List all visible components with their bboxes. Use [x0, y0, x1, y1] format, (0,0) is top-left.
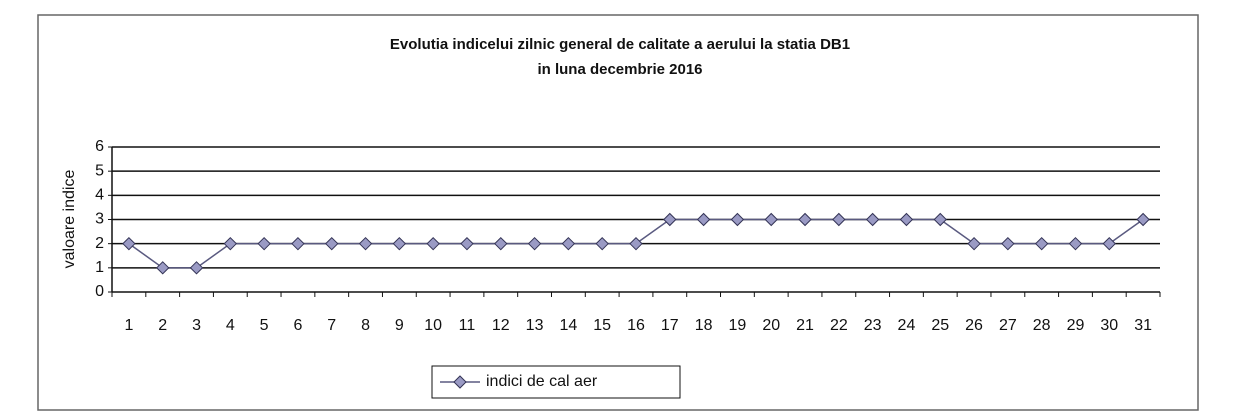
x-tick-label: 29 — [1067, 317, 1085, 334]
data-point — [967, 236, 981, 251]
data-point — [1136, 212, 1150, 227]
x-tick-label: 13 — [526, 317, 544, 334]
data-point — [494, 236, 508, 251]
x-tick-label: 30 — [1100, 317, 1118, 334]
x-tick-label: 5 — [260, 317, 269, 334]
x-tick-label: 14 — [559, 317, 577, 334]
data-point — [1102, 236, 1116, 251]
y-tick-label: 4 — [95, 187, 104, 204]
x-tick-label: 7 — [327, 317, 336, 334]
x-tick-label: 1 — [124, 317, 133, 334]
data-point — [426, 236, 440, 251]
x-tick-label: 21 — [796, 317, 814, 334]
x-tick-label: 3 — [192, 317, 201, 334]
legend-label: indici de cal aer — [486, 373, 598, 390]
y-tick-label: 6 — [95, 138, 104, 155]
data-point — [764, 212, 778, 227]
x-tick-label: 9 — [395, 317, 404, 334]
data-point — [460, 236, 474, 251]
y-tick-label: 3 — [95, 211, 104, 228]
x-tick-label: 17 — [661, 317, 679, 334]
x-tick-label: 23 — [864, 317, 882, 334]
x-tick-label: 11 — [459, 317, 476, 334]
x-tick-label: 15 — [593, 317, 611, 334]
data-point — [156, 261, 170, 275]
x-tick-label: 31 — [1134, 317, 1152, 334]
x-tick-label: 2 — [158, 317, 167, 334]
x-tick-label: 4 — [226, 317, 235, 334]
chart-frame — [37, 14, 1199, 411]
x-tick-label: 20 — [762, 317, 780, 334]
x-tick-label: 8 — [361, 317, 370, 334]
data-point — [1001, 236, 1015, 251]
data-point — [358, 236, 373, 251]
x-tick-label: 19 — [729, 317, 747, 334]
x-tick-label: 26 — [965, 317, 983, 334]
data-point — [798, 212, 812, 227]
legend-marker — [453, 375, 467, 389]
y-tick-label: 0 — [95, 283, 104, 300]
y-tick-label: 5 — [95, 162, 104, 179]
data-point — [629, 236, 643, 251]
x-tick-label: 12 — [492, 317, 510, 334]
data-point — [291, 236, 305, 251]
x-tick-label: 10 — [424, 317, 442, 334]
data-point — [325, 236, 339, 251]
data-point — [223, 236, 238, 251]
data-point — [392, 236, 407, 251]
data-point — [122, 236, 136, 251]
x-tick-label: 28 — [1033, 317, 1051, 334]
x-tick-label: 18 — [695, 317, 713, 334]
y-tick-label: 1 — [95, 259, 104, 276]
x-tick-label: 24 — [898, 317, 916, 334]
x-tick-label: 16 — [627, 317, 645, 334]
data-point — [1034, 236, 1049, 251]
data-point — [730, 212, 745, 227]
data-point — [257, 236, 271, 251]
y-axis-label: valoare indice — [61, 170, 78, 269]
data-point — [933, 212, 947, 227]
data-point — [189, 261, 204, 275]
data-point — [832, 212, 846, 227]
data-point — [527, 236, 542, 251]
x-tick-label: 22 — [830, 317, 848, 334]
x-tick-label: 6 — [293, 317, 302, 334]
x-tick-label: 27 — [999, 317, 1017, 334]
chart-subtitle: in luna decembrie 2016 — [537, 61, 702, 78]
data-point — [865, 212, 880, 227]
chart-title: Evolutia indicelui zilnic general de cal… — [390, 36, 850, 53]
data-point — [663, 212, 677, 227]
data-point — [696, 212, 711, 227]
y-tick-label: 2 — [95, 235, 104, 252]
data-point — [1068, 236, 1083, 251]
x-tick-label: 25 — [931, 317, 949, 334]
data-point — [899, 212, 914, 227]
data-point — [595, 236, 609, 251]
data-point — [561, 236, 576, 251]
